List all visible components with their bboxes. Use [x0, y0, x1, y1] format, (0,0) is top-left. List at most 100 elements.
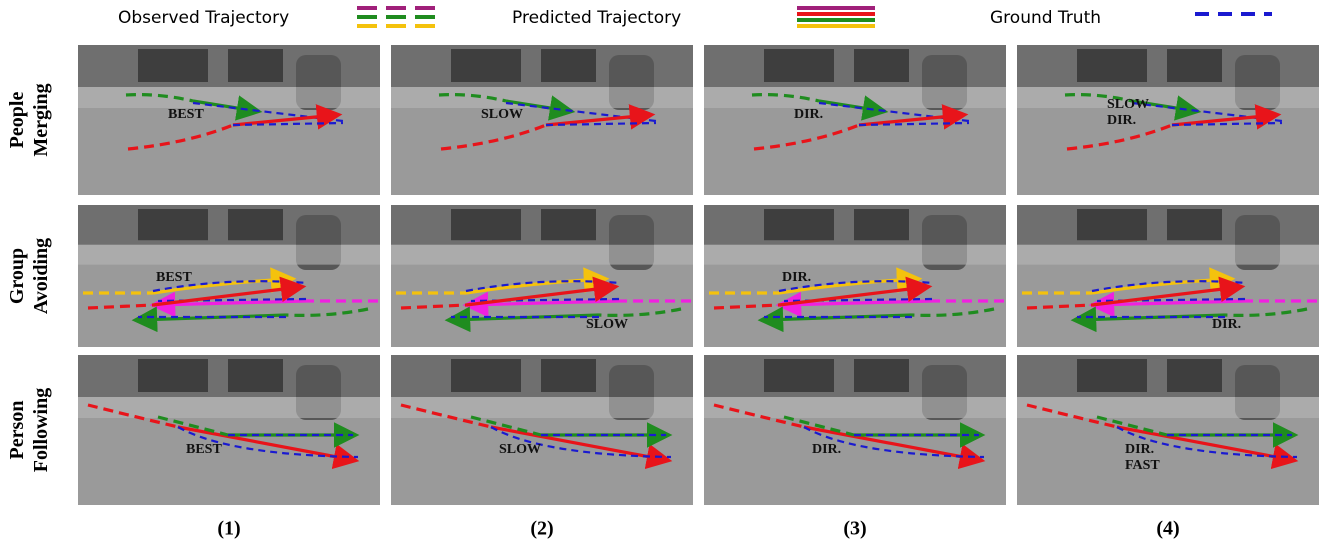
- predicted-trajectory: [778, 276, 933, 307]
- legend-ground-truth: Ground Truth: [990, 8, 1101, 28]
- column-label: (1): [217, 518, 240, 540]
- column-label: (2): [530, 518, 553, 540]
- observed-trajectory: [753, 123, 860, 151]
- scene-panel: DIR.: [1017, 205, 1319, 347]
- window: [764, 49, 834, 82]
- sidewalk: [391, 397, 693, 418]
- legend-predicted: Predicted Trajectory: [512, 8, 681, 28]
- predicted-trajectory: [778, 267, 923, 295]
- observed-trajectory: [713, 303, 780, 310]
- predicted-trajectory: [465, 267, 610, 295]
- method-label: SLOW: [586, 317, 628, 332]
- window: [138, 209, 208, 241]
- scene-panel: BEST: [78, 45, 380, 195]
- sidewalk: [1017, 87, 1319, 108]
- observed-trajectory: [1026, 303, 1093, 310]
- predicted-trajectory: [465, 276, 620, 307]
- ground-truth: [490, 426, 672, 459]
- ground-truth: [1171, 121, 1283, 127]
- row-label: Person Following: [6, 388, 52, 472]
- window: [1077, 209, 1147, 241]
- observed-trajectory: [87, 303, 154, 310]
- window: [228, 209, 283, 241]
- window: [854, 209, 909, 241]
- window: [451, 49, 521, 82]
- scene-panel: SLOW: [391, 205, 693, 347]
- ground-truth: [803, 426, 985, 459]
- sidewalk: [78, 397, 380, 418]
- sidewalk: [391, 244, 693, 265]
- sidewalk: [78, 87, 380, 108]
- row-label-line: Merging: [30, 83, 52, 156]
- method-label: BEST: [186, 442, 222, 457]
- method-label: DIR.: [1125, 442, 1154, 457]
- predicted-trajectory: [1116, 425, 1299, 470]
- window: [451, 209, 521, 241]
- observed-trajectory: [713, 403, 805, 429]
- observed-trajectory: [440, 123, 547, 151]
- window: [764, 359, 834, 392]
- observed-trajectory: [1096, 415, 1168, 437]
- observed-trajectory: [400, 303, 467, 310]
- method-label: FAST: [1125, 458, 1160, 473]
- predicted-trajectory: [152, 276, 307, 307]
- predicted-trajectory: [490, 425, 673, 470]
- observed-trajectory: [783, 415, 855, 437]
- scene-panel: BEST: [78, 205, 380, 347]
- sidewalk: [78, 244, 380, 265]
- scene-panel: DIR.: [704, 205, 1006, 347]
- row-label: Group Avoiding: [6, 238, 52, 314]
- method-label: DIR.: [812, 442, 841, 457]
- predicted-trajectory: [858, 104, 969, 130]
- scene-panel: DIR.: [704, 45, 1006, 195]
- column-label: (4): [1156, 518, 1179, 540]
- sidewalk: [704, 87, 1006, 108]
- scene-panel: DIR.FAST: [1017, 355, 1319, 505]
- window: [451, 359, 521, 392]
- method-label: SLOW: [499, 442, 541, 457]
- predicted-trajectory: [545, 104, 656, 130]
- predicted-trajectory: [177, 425, 360, 470]
- window: [1167, 359, 1222, 392]
- row-label-line: Avoiding: [30, 238, 52, 314]
- method-label: BEST: [168, 107, 204, 122]
- column-label: (3): [843, 518, 866, 540]
- window: [541, 209, 596, 241]
- method-label: SLOW: [481, 107, 523, 122]
- sidewalk: [1017, 397, 1319, 418]
- observed-trajectory: [751, 93, 820, 103]
- window: [541, 49, 596, 82]
- ground-truth: [858, 121, 970, 127]
- ground-truth: [1116, 426, 1298, 459]
- sidewalk: [704, 244, 1006, 265]
- row-label-line: Group: [6, 248, 28, 304]
- observed-trajectory: [911, 307, 995, 317]
- row-label: People Merging: [6, 83, 52, 156]
- observed-trajectory: [125, 93, 194, 103]
- predicted-trajectory: [232, 104, 343, 130]
- method-label: DIR.: [794, 107, 823, 122]
- window: [1167, 209, 1222, 241]
- observed-trajectory: [400, 403, 492, 429]
- observed-trajectory: [157, 415, 229, 437]
- observed-trajectory: [1224, 307, 1308, 317]
- window: [1167, 49, 1222, 82]
- window: [1077, 49, 1147, 82]
- predicted-trajectory: [803, 425, 986, 470]
- scene-panel: DIR.: [704, 355, 1006, 505]
- predicted-trajectory: [1171, 104, 1282, 130]
- scene-panel: SLOW: [391, 355, 693, 505]
- observed-trajectory: [1026, 403, 1118, 429]
- observed-trajectory: [598, 307, 682, 317]
- window: [228, 49, 283, 82]
- window: [854, 49, 909, 82]
- ground-truth: [177, 426, 359, 459]
- observed-trajectory: [1064, 93, 1133, 103]
- method-label: DIR.: [1212, 317, 1241, 332]
- method-label: SLOW: [1107, 97, 1149, 112]
- window: [138, 359, 208, 392]
- window: [228, 359, 283, 392]
- observed-trajectory: [127, 123, 234, 151]
- legend-predicted-icon: [797, 6, 875, 28]
